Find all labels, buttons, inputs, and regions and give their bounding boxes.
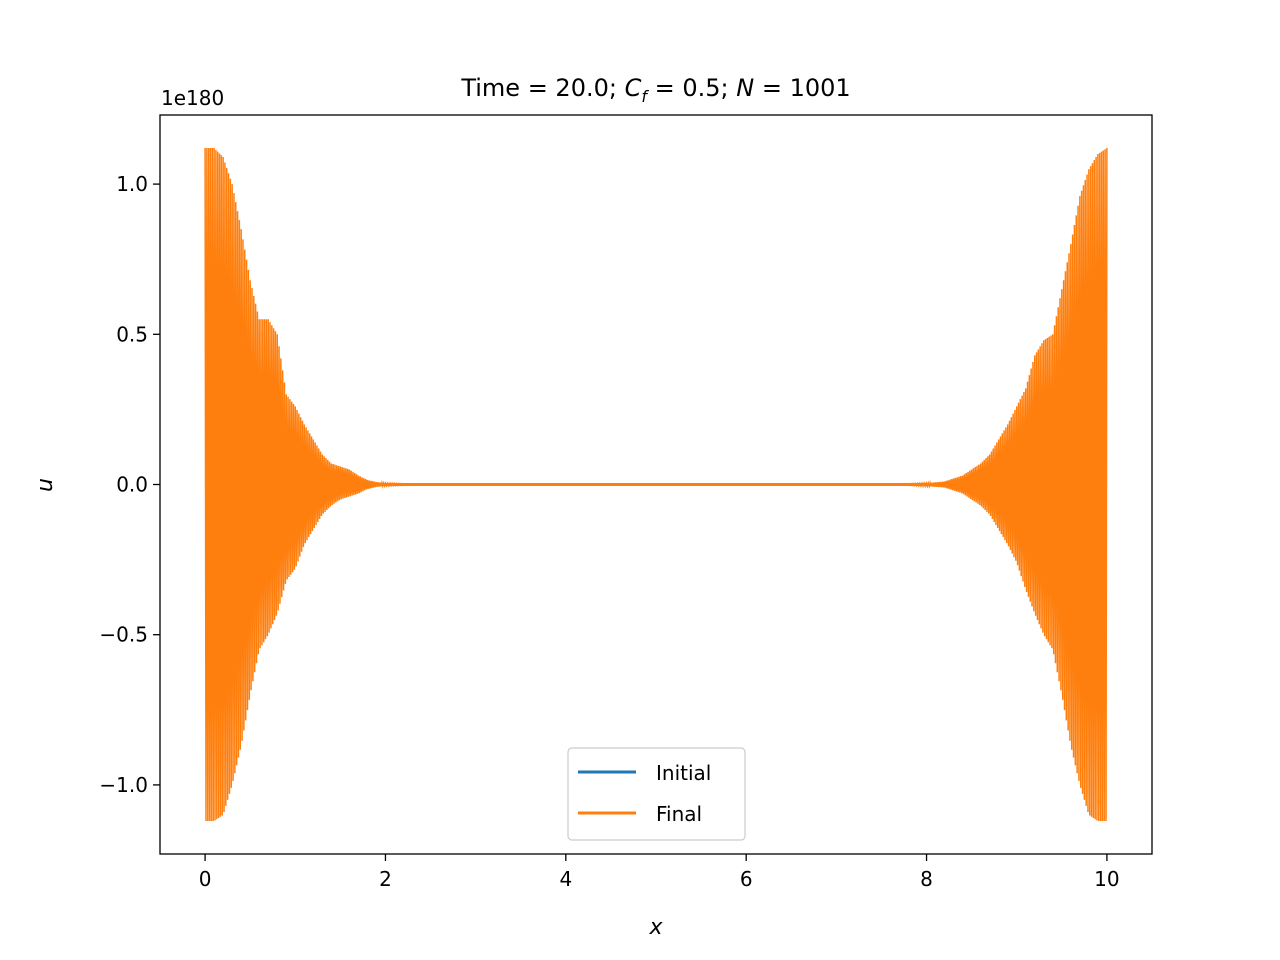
x-axis-ticks: 0 2 4 6 8 10 (199, 854, 1120, 891)
title-n-symbol: N (736, 74, 754, 102)
y-axis-label: u (33, 478, 58, 492)
legend-label-initial: Initial (656, 761, 711, 785)
x-tick-label: 0 (199, 867, 212, 891)
title-cf-value: = 0.5; (647, 74, 736, 102)
y-tick-label: 0.5 (116, 322, 148, 346)
x-tick-label: 6 (740, 867, 753, 891)
title-n-value: = 1001 (754, 74, 850, 102)
legend: Initial Final (567, 747, 746, 841)
y-tick-label: 0.0 (116, 473, 148, 497)
x-tick-label: 2 (379, 867, 392, 891)
x-tick-label: 8 (920, 867, 933, 891)
y-tick-label: −0.5 (99, 623, 148, 647)
y-tick-label: 1.0 (116, 172, 148, 196)
x-tick-label: 10 (1094, 867, 1119, 891)
y-axis-ticks: −1.0 −0.5 0.0 0.5 1.0 (99, 172, 160, 797)
title-cf-symbol: C (625, 74, 642, 102)
chart-title: Time = 20.0; Cf = 0.5; N = 1001 (460, 74, 850, 106)
y-tick-label: −1.0 (99, 773, 148, 797)
title-cf-subscript: f (641, 87, 649, 106)
plot-area (204, 148, 1108, 821)
y-offset-text: 1e180 (161, 86, 224, 110)
x-tick-label: 4 (559, 867, 572, 891)
legend-label-final: Final (656, 802, 702, 826)
title-prefix: Time = 20.0; (460, 74, 624, 102)
x-axis-label: x (648, 915, 663, 940)
